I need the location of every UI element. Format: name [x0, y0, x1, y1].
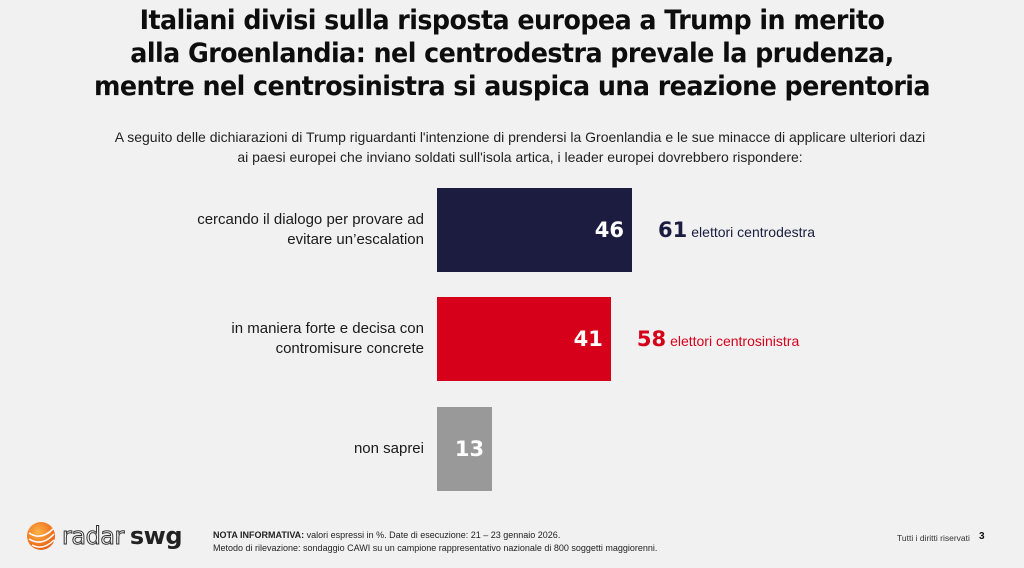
logo-text-swg: swg — [129, 522, 183, 550]
chart-subtitle: A seguito delle dichiarazioni di Trump r… — [70, 127, 970, 167]
radar-swg-logo: radar swg — [26, 521, 183, 551]
logo-ball-icon — [27, 522, 55, 550]
category-label-line: contromisure concrete — [275, 340, 424, 357]
page-number: 3 — [979, 531, 985, 542]
rights-text: Tutti i diritti riservati — [897, 533, 970, 543]
category-label: non saprei — [144, 439, 424, 459]
category-label: cercando il dialogo per provare ad evitar… — [144, 210, 424, 250]
category-label-line: cercando il dialogo per provare ad — [197, 211, 424, 228]
annotation-text: elettori centrodestra — [691, 224, 815, 240]
bar-value-label: 13 — [454, 437, 485, 461]
bar: 46 — [437, 188, 633, 272]
category-label-line: non saprei — [353, 440, 424, 457]
title-line: alla Groenlandia: nel centrodestra preva… — [130, 38, 894, 69]
annotation-text: elettori centrosinistra — [670, 333, 800, 349]
note-line1: valori espressi in %. Date di esecuzione… — [304, 530, 561, 540]
subtitle-line: A seguito delle dichiarazioni di Trump r… — [114, 129, 926, 145]
category-label-line: evitare un’escalation — [287, 231, 424, 248]
annotation-value: 61 — [658, 218, 688, 242]
bar-value-label: 41 — [573, 327, 603, 351]
logo-text-radar: radar — [62, 522, 125, 551]
chart-title: Italiani divisi sulla risposta europea a… — [31, 4, 994, 103]
annotation-value: 58 — [636, 327, 667, 351]
category-label: in maniera forte e decisa con contromisur… — [144, 319, 424, 359]
note-line2: Metodo di rilevazione: sondaggio CAWI su… — [213, 543, 658, 553]
category-label-line: in maniera forte e decisa con — [231, 320, 424, 337]
title-line: Italiani divisi sulla risposta europea a… — [139, 5, 885, 36]
electorate-annotation: 58 elettori centrosinistra — [637, 324, 799, 357]
subtitle-line: ai paesi europei che inviano soldati sul… — [237, 149, 803, 165]
bar: 41 — [437, 297, 611, 381]
electorate-annotation: 61 elettori centrodestra — [658, 215, 815, 248]
bar-value-label: 46 — [594, 218, 625, 242]
note-label: NOTA INFORMATIVA: — [213, 530, 305, 540]
title-line: mentre nel centrosinistra si auspica una… — [93, 71, 931, 102]
footer-note: NOTA INFORMATIVA: valori espressi in %. … — [213, 529, 657, 555]
bar: 13 — [437, 407, 493, 491]
